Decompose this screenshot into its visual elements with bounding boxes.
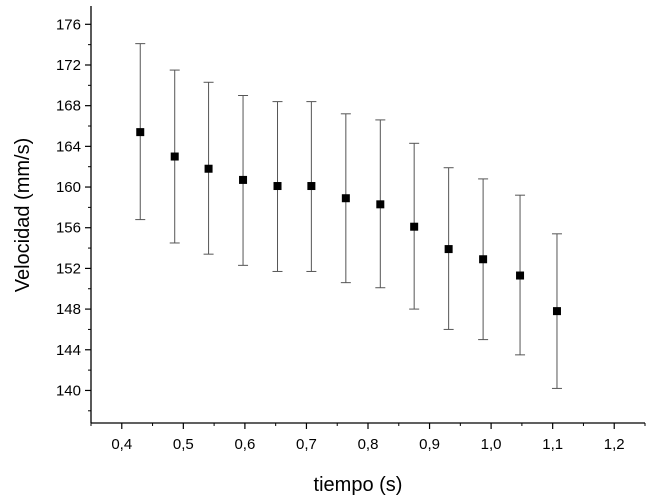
data-point — [410, 222, 419, 231]
data-points — [136, 128, 561, 316]
x-tick-label: 0,5 — [173, 436, 194, 453]
x-tick-label: 0,9 — [419, 436, 440, 453]
y-tick-label: 156 — [56, 220, 81, 237]
x-axis-title: tiempo (s) — [314, 474, 403, 496]
x-tick-label: 0,4 — [111, 436, 132, 453]
x-tick-label: 1,1 — [542, 436, 563, 453]
data-point — [516, 271, 525, 280]
x-tick-label: 1,2 — [604, 436, 625, 453]
data-point — [479, 255, 488, 264]
x-tick-label: 0,8 — [358, 436, 379, 453]
y-tick-label: 144 — [56, 342, 81, 359]
x-tick-label: 0,6 — [234, 436, 255, 453]
data-point — [204, 164, 213, 173]
y-tick-label: 168 — [56, 98, 81, 115]
data-point — [444, 245, 453, 254]
y-tick-label: 152 — [56, 260, 81, 277]
axes: 140 144 148 152 156 160 164 168 172 176 0,4 0,5 0,6 0… — [56, 6, 646, 453]
data-point — [307, 182, 316, 191]
data-point — [170, 152, 179, 161]
x-tick-label: 0,7 — [296, 436, 317, 453]
error-bars — [135, 43, 562, 389]
data-point — [273, 182, 282, 191]
x-tick-label: 1,0 — [481, 436, 502, 453]
data-point — [136, 128, 145, 137]
y-axis-title: Velocidad (mm/s) — [12, 138, 34, 293]
data-point — [341, 194, 350, 203]
y-tick-label: 176 — [56, 16, 81, 33]
data-point — [552, 307, 561, 316]
y-tick-label: 148 — [56, 301, 81, 318]
y-tick-label: 172 — [56, 57, 81, 74]
y-tick-label: 160 — [56, 179, 81, 196]
y-tick-label: 140 — [56, 382, 81, 399]
data-point — [376, 200, 385, 209]
y-tick-label: 164 — [56, 138, 81, 155]
data-point — [239, 175, 248, 184]
